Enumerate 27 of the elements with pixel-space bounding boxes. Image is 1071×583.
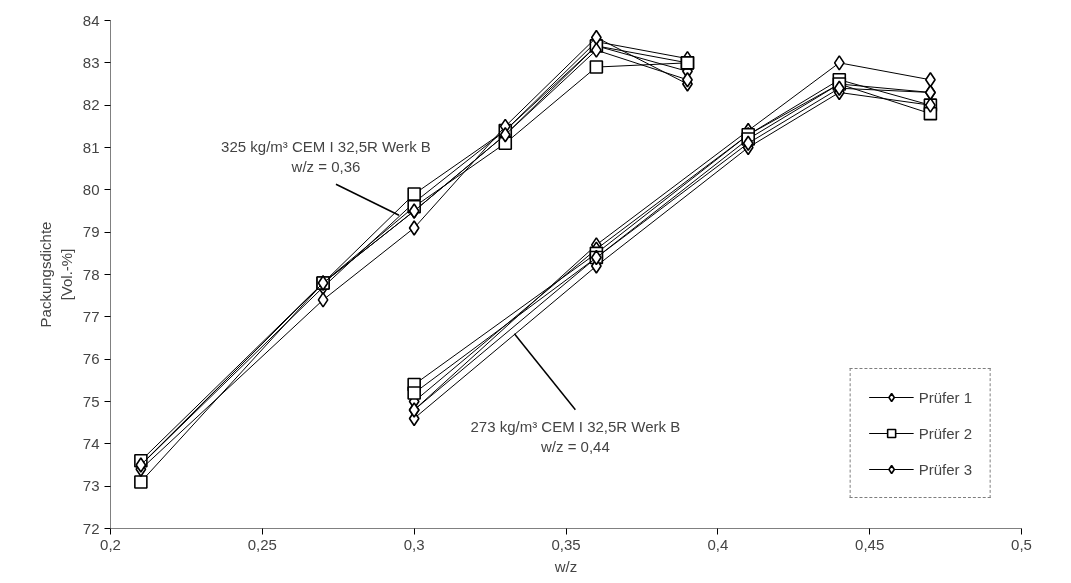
y-tick-label: 78: [82, 265, 100, 283]
x-axis-title: w/z: [553, 557, 578, 575]
y-tick-label: 77: [82, 307, 100, 325]
y-tick-label: 76: [82, 350, 100, 368]
x-tick-label: 0,2: [100, 535, 121, 553]
legend-label: Prüfer 2: [918, 424, 972, 442]
y-tick-label: 83: [82, 53, 100, 71]
x-tick-label: 0,25: [247, 535, 277, 553]
y-tick-label: 84: [82, 11, 100, 29]
y-tick-label: 79: [82, 223, 100, 241]
x-tick-label: 0,45: [855, 535, 885, 553]
y-tick-label: 81: [82, 138, 100, 156]
y-tick-label: 80: [82, 180, 100, 198]
y-tick-label: 72: [82, 519, 100, 537]
y-tick-label: 75: [82, 392, 100, 410]
x-tick-label: 0,5: [1011, 535, 1032, 553]
x-tick-label: 0,35: [551, 535, 581, 553]
x-tick-label: 0,3: [403, 535, 425, 553]
legend-label: Prüfer 1: [918, 388, 972, 406]
x-tick-label: 0,4: [707, 535, 729, 553]
annotation: 273 kg/m³ CEM I 32,5R Werk B w/z = 0,44: [470, 417, 681, 456]
y-axis-title: Packungsdichte [Vol.-%]: [37, 221, 75, 328]
legend-label: Prüfer 3: [918, 460, 972, 478]
annotation: 325 kg/m³ CEM I 32,5R Werk B w/z = 0,36: [221, 137, 431, 176]
y-tick-label: 74: [82, 434, 100, 452]
y-tick-label: 73: [82, 477, 100, 495]
y-tick-label: 82: [82, 96, 100, 114]
